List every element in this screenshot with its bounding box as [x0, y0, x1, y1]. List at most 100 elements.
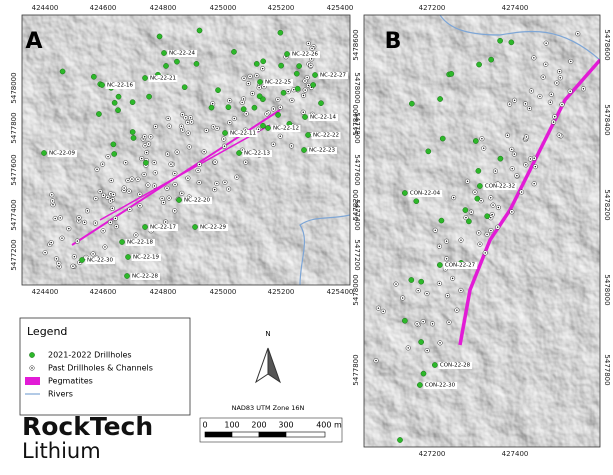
- drillhole-label: NC-22-26: [292, 52, 318, 58]
- drillhole-label: CON-22-04: [410, 191, 441, 197]
- past-drillhole-center: [304, 80, 305, 81]
- past-drillhole-center: [516, 175, 517, 176]
- past-drillhole-center: [273, 144, 274, 145]
- past-drillhole-center: [60, 217, 61, 218]
- past-drillhole-center: [234, 118, 235, 119]
- new-drillhole: [115, 108, 120, 113]
- legend-item: Pegmatites: [48, 377, 93, 386]
- past-drillhole-center: [223, 138, 224, 139]
- past-drillhole-center: [150, 136, 151, 137]
- past-drillhole-center: [31, 367, 32, 368]
- past-drillhole-center: [514, 153, 515, 154]
- past-drillhole-center: [44, 252, 45, 253]
- new-drillhole: [215, 88, 220, 93]
- past-drillhole-center: [550, 102, 551, 103]
- drillhole-label: CON-22-30: [425, 383, 456, 389]
- past-drillhole-center: [154, 162, 155, 163]
- y-coord-label: 5477400: [10, 199, 18, 230]
- past-drillhole-center: [375, 360, 376, 361]
- past-drillhole-center: [465, 217, 466, 218]
- y-coord-label: 5478000: [603, 274, 611, 305]
- past-drillhole-center: [426, 350, 427, 351]
- new-drillhole: [414, 199, 419, 204]
- past-drillhole-center: [539, 96, 540, 97]
- past-drillhole-center: [174, 210, 175, 211]
- north-arrow: [256, 348, 280, 382]
- y-coord-label: 5478600: [603, 29, 611, 60]
- new-drillhole: [284, 51, 289, 56]
- new-drillhole: [111, 142, 116, 147]
- past-drillhole-center: [95, 222, 96, 223]
- past-drillhole-center: [471, 211, 472, 212]
- new-drillhole: [142, 224, 147, 229]
- past-drillhole-center: [198, 182, 199, 183]
- past-drillhole-center: [167, 153, 168, 154]
- past-drillhole-center: [509, 103, 510, 104]
- x-coord-label: 427400: [502, 4, 529, 12]
- past-drillhole-center: [229, 122, 230, 123]
- past-drillhole-center: [492, 204, 493, 205]
- drillhole-label: NC-22-30: [87, 258, 113, 264]
- new-drillhole: [275, 112, 280, 117]
- new-drillhole: [231, 49, 236, 54]
- past-drillhole-center: [248, 83, 249, 84]
- past-drillhole-center: [308, 85, 309, 86]
- past-drillhole-center: [439, 283, 440, 284]
- past-drillhole-center: [439, 342, 440, 343]
- scale-segment: [205, 432, 232, 437]
- new-drillhole: [281, 90, 286, 95]
- new-drillhole: [397, 437, 402, 442]
- past-drillhole-center: [483, 148, 484, 149]
- past-drillhole-center: [554, 116, 555, 117]
- y-coord-label: 5477200: [353, 239, 361, 270]
- new-drillhole: [473, 138, 478, 143]
- new-drillhole: [131, 135, 136, 140]
- scale-label: 300: [278, 421, 293, 430]
- past-drillhole-center: [52, 200, 53, 201]
- past-drillhole-center: [530, 158, 531, 159]
- new-drillhole: [305, 132, 310, 137]
- past-drillhole-center: [131, 178, 132, 179]
- past-drillhole-center: [51, 242, 52, 243]
- past-drillhole-center: [417, 290, 418, 291]
- drillhole-label: NC-22-29: [200, 225, 226, 231]
- past-drillhole-center: [535, 166, 536, 167]
- logo-sub: Lithium: [22, 439, 101, 463]
- new-drillhole: [489, 57, 494, 62]
- past-drillhole-center: [216, 183, 217, 184]
- drillhole-label: CON-22-27: [445, 263, 476, 269]
- new-drillhole: [439, 218, 444, 223]
- y-coord-label: 5477800: [352, 354, 360, 385]
- x-coord-label: 424600: [90, 288, 117, 296]
- past-drillhole-center: [139, 194, 140, 195]
- past-drillhole-center: [258, 87, 259, 88]
- new-drillhole: [142, 75, 147, 80]
- past-drillhole-center: [311, 48, 312, 49]
- past-drillhole-center: [511, 149, 512, 150]
- past-drillhole-center: [110, 200, 111, 201]
- y-coord-label: 5478000: [353, 72, 361, 103]
- new-drillhole: [260, 123, 265, 128]
- new-drillhole: [116, 94, 121, 99]
- past-drillhole-center: [224, 145, 225, 146]
- new-drillhole: [426, 149, 431, 154]
- scale-segment: [232, 432, 259, 437]
- past-drillhole-center: [263, 86, 264, 87]
- past-drillhole-center: [529, 108, 530, 109]
- past-drillhole-center: [432, 323, 433, 324]
- new-drillhole: [182, 85, 187, 90]
- new-drillhole: [124, 273, 129, 278]
- past-drillhole-center: [512, 168, 513, 169]
- past-drillhole-center: [426, 293, 427, 294]
- past-drillhole-center: [439, 246, 440, 247]
- past-drillhole-center: [174, 173, 175, 174]
- legend-title: Legend: [27, 325, 67, 338]
- past-drillhole-center: [229, 100, 230, 101]
- past-drillhole-center: [92, 253, 93, 254]
- past-drillhole-center: [143, 174, 144, 175]
- drillhole-label: NC-22-14: [310, 115, 336, 121]
- x-coord-label: 427200: [419, 4, 446, 12]
- past-drillhole-center: [569, 91, 570, 92]
- past-drillhole-center: [383, 311, 384, 312]
- y-coord-label: 5477800: [603, 354, 611, 385]
